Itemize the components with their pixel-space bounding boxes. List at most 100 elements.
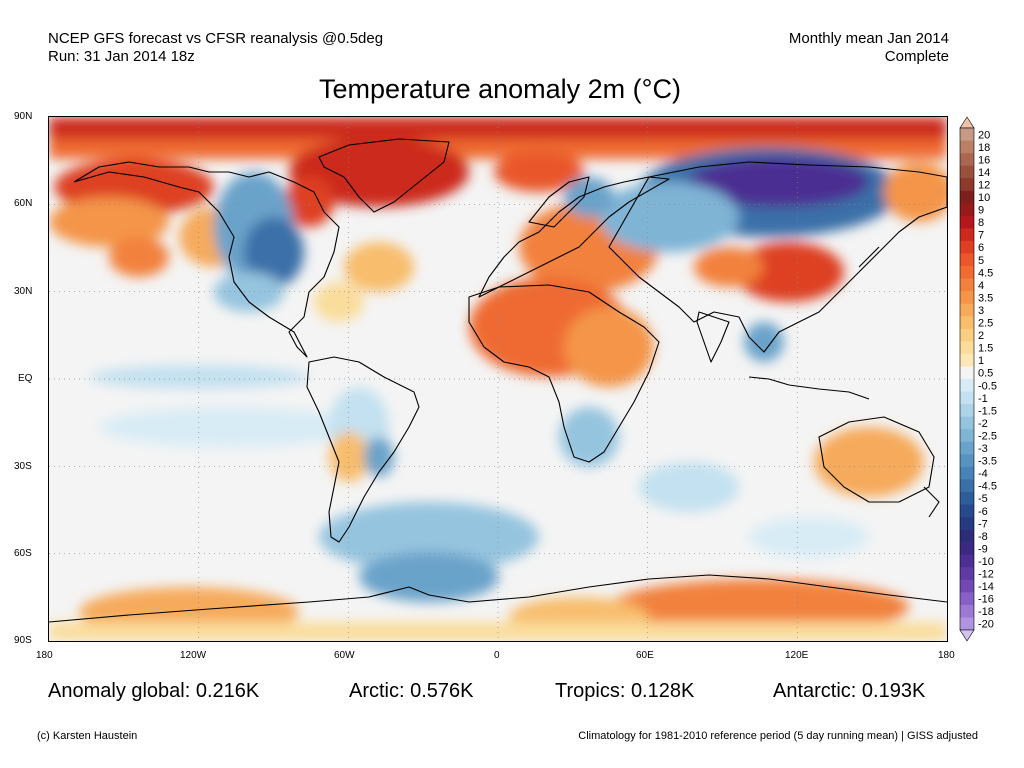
colorbar-tick-label: 9: [978, 205, 984, 217]
colorbar-swatch: [960, 341, 974, 355]
colorbar-swatch: [960, 391, 974, 405]
lon-label: 60E: [636, 650, 654, 661]
colorbar-tick-label: 2.5: [978, 318, 993, 330]
colorbar-swatch: [960, 316, 974, 330]
colorbar-swatch: [960, 178, 974, 192]
colorbar-swatch: [960, 504, 974, 518]
header-model-info: NCEP GFS forecast vs CFSR reanalysis @0.…: [48, 30, 384, 47]
colorbar-swatch: [960, 604, 974, 618]
colorbar-tick-label: -1.5: [978, 405, 997, 417]
colorbar-swatch: [960, 366, 974, 380]
colorbar-tick-label: 16: [978, 154, 990, 166]
colorbar-tick-label: -4: [978, 468, 988, 480]
colorbar-tick-label: -18: [978, 606, 994, 618]
colorbar-swatch: [960, 165, 974, 179]
colorbar-swatch: [960, 328, 974, 342]
lon-label: 60W: [334, 650, 355, 661]
colorbar-tick-label: -12: [978, 569, 994, 581]
colorbar-tick-label: -2.5: [978, 430, 997, 442]
lon-label: 180: [938, 650, 955, 661]
colorbar-swatch: [960, 592, 974, 606]
colorbar-tick-label: 14: [978, 167, 990, 179]
colorbar-tick-label: 8: [978, 217, 984, 229]
colorbar-swatch: [960, 529, 974, 543]
colorbar-tick-label: -16: [978, 594, 994, 606]
colorbar-tick-label: -8: [978, 531, 988, 543]
lon-label: 180: [36, 650, 53, 661]
lon-label: 120E: [785, 650, 809, 661]
lat-label: 30N: [14, 286, 33, 297]
colorbar-tick-label: 5: [978, 255, 984, 267]
header-status: Complete: [884, 48, 949, 65]
colorbar-bottom-arrow: [959, 629, 975, 642]
colorbar-swatch: [960, 416, 974, 430]
map-title: Temperature anomaly 2m (°C): [319, 74, 681, 104]
colorbar-swatch: [960, 303, 974, 317]
colorbar-tick-label: -4.5: [978, 481, 997, 493]
colorbar-swatch: [960, 579, 974, 593]
anomaly-field: [49, 117, 954, 641]
lon-label: 120W: [180, 650, 207, 661]
colorbar-tick-label: 2: [978, 330, 984, 342]
colorbar-tick-label: 4.5: [978, 267, 993, 279]
lat-label: 90N: [14, 111, 33, 122]
colorbar-swatch: [960, 266, 974, 279]
colorbar-swatch: [960, 240, 974, 254]
colorbar-tick-label: -3: [978, 443, 988, 455]
anomaly-tropics: Tropics: 0.128K: [555, 680, 695, 702]
colorbar-swatch: [960, 291, 974, 304]
colorbar-tick-label: 18: [978, 142, 990, 154]
colorbar-swatch: [960, 517, 974, 530]
colorbar-tick-label: 3.5: [978, 292, 993, 304]
coastlines: [48, 138, 948, 623]
colorbar-tick-label: -1: [978, 393, 988, 405]
colorbar-tick-label: -0.5: [978, 380, 997, 392]
lat-label: 60S: [14, 548, 32, 559]
colorbar-swatch: [960, 454, 974, 468]
colorbar-swatch: [960, 278, 974, 292]
colorbar-tick-label: 0.5: [978, 368, 993, 380]
colorbar-swatch: [960, 441, 974, 455]
colorbar: 201816141210987654.543.532.521.510.5-0.5…: [959, 116, 997, 642]
colorbar-tick-label: -20: [978, 619, 994, 631]
colorbar-swatch: [960, 140, 974, 154]
colorbar-tick-label: 10: [978, 192, 990, 204]
colorbar-swatch: [960, 429, 974, 443]
colorbar-tick-label: 4: [978, 280, 984, 292]
colorbar-swatch: [960, 542, 974, 555]
colorbar-swatch: [960, 554, 974, 568]
colorbar-tick-label: 1.5: [978, 343, 993, 355]
colorbar-swatch: [960, 228, 974, 242]
colorbar-tick-label: -14: [978, 581, 994, 593]
colorbar-tick-label: 7: [978, 230, 984, 242]
header-run-info: Run: 31 Jan 2014 18z: [48, 48, 195, 65]
colorbar-swatch: [960, 203, 974, 217]
colorbar-tick-label: -7: [978, 518, 988, 530]
anomaly-arctic: Arctic: 0.576K: [349, 680, 474, 702]
anomaly-map-canvas: [48, 117, 954, 641]
colorbar-swatch: [960, 466, 974, 480]
lat-label: 30S: [14, 461, 32, 472]
colorbar-tick-label: 3: [978, 305, 984, 317]
colorbar-swatch: [960, 190, 974, 204]
colorbar-tick-label: -6: [978, 506, 988, 518]
colorbar-tick-label: -5: [978, 493, 988, 505]
colorbar-top-arrow: [959, 116, 975, 129]
colorbar-tick-label: -3.5: [978, 456, 997, 468]
colorbar-tick-label: 12: [978, 179, 990, 191]
colorbar-tick-label: 20: [978, 129, 990, 141]
colorbar-tick-label: 6: [978, 242, 984, 254]
anomaly-antarctic: Antarctic: 0.193K: [773, 680, 926, 702]
lat-label: 90S: [14, 635, 32, 646]
lon-label: 0: [494, 650, 500, 661]
anomaly-map: [48, 116, 954, 642]
colorbar-tick-label: 1: [978, 355, 984, 367]
climatology-note: Climatology for 1981-2010 reference peri…: [578, 730, 978, 742]
colorbar-swatch: [960, 404, 974, 417]
colorbar-tick-label: -2: [978, 418, 988, 430]
colorbar-swatch: [960, 215, 974, 229]
colorbar-swatch: [960, 253, 974, 267]
colorbar-swatch: [960, 567, 974, 581]
colorbar-swatch: [960, 491, 974, 505]
colorbar-tick-label: -10: [978, 556, 994, 568]
